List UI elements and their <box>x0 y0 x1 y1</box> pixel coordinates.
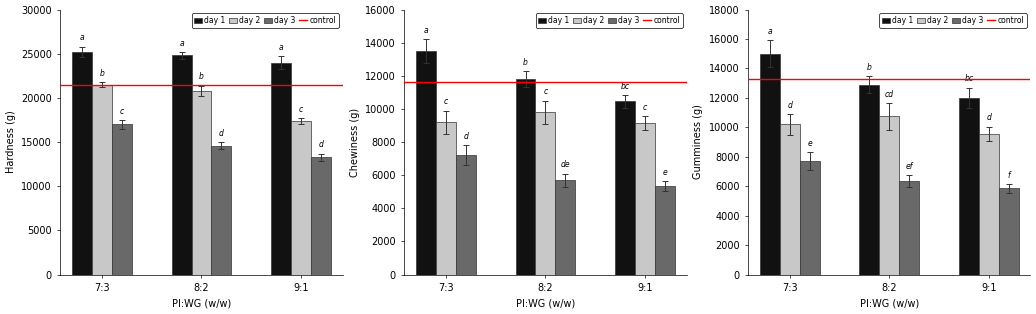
Text: d: d <box>787 101 793 110</box>
Bar <box>291 121 311 274</box>
Bar <box>780 124 800 274</box>
Legend: day 1, day 2, day 3, control: day 1, day 2, day 3, control <box>880 14 1027 28</box>
Text: b: b <box>867 62 872 72</box>
Bar <box>860 85 880 274</box>
Bar <box>271 62 291 274</box>
Text: e: e <box>662 168 667 177</box>
Text: e: e <box>807 139 812 148</box>
Bar <box>880 116 899 274</box>
X-axis label: PI:WG (w/w): PI:WG (w/w) <box>172 298 231 308</box>
Text: b: b <box>199 72 204 81</box>
Text: b: b <box>99 69 105 78</box>
Bar <box>73 52 92 274</box>
Text: a: a <box>80 33 85 42</box>
Y-axis label: Hardness (g): Hardness (g) <box>5 111 16 173</box>
Bar <box>172 56 192 274</box>
Text: c: c <box>642 103 646 112</box>
Bar <box>436 122 456 274</box>
Text: d: d <box>463 132 468 141</box>
Text: a: a <box>279 43 283 52</box>
Legend: day 1, day 2, day 3, control: day 1, day 2, day 3, control <box>192 14 339 28</box>
Bar <box>615 101 635 274</box>
Bar <box>655 186 674 274</box>
Bar <box>555 180 575 274</box>
Text: c: c <box>120 107 124 116</box>
Text: d: d <box>986 113 991 122</box>
X-axis label: PI:WG (w/w): PI:WG (w/w) <box>516 298 575 308</box>
Text: a: a <box>768 27 772 36</box>
Bar <box>211 146 231 274</box>
Bar <box>760 54 780 274</box>
Y-axis label: Gumminess (g): Gumminess (g) <box>693 105 703 180</box>
Bar <box>456 155 476 274</box>
Text: c: c <box>298 105 303 114</box>
Text: c: c <box>443 97 449 106</box>
Bar <box>516 79 536 274</box>
Y-axis label: Chewiness (g): Chewiness (g) <box>349 107 359 176</box>
Text: bc: bc <box>965 74 974 83</box>
Text: a: a <box>179 39 184 48</box>
Bar <box>536 112 555 274</box>
Text: cd: cd <box>885 90 894 99</box>
Text: f: f <box>1007 171 1010 180</box>
Text: c: c <box>543 87 547 96</box>
Bar <box>311 157 330 274</box>
Bar <box>112 124 132 274</box>
Bar <box>92 85 112 274</box>
Text: bc: bc <box>621 82 630 91</box>
Bar <box>416 51 436 274</box>
Bar <box>979 134 999 274</box>
Bar <box>800 161 819 274</box>
Bar <box>635 123 655 274</box>
Bar <box>999 188 1018 274</box>
Legend: day 1, day 2, day 3, control: day 1, day 2, day 3, control <box>536 14 683 28</box>
Bar <box>959 98 979 274</box>
Text: a: a <box>424 26 429 35</box>
Text: ef: ef <box>905 162 913 171</box>
X-axis label: PI:WG (w/w): PI:WG (w/w) <box>860 298 919 308</box>
Text: de: de <box>560 160 570 169</box>
Bar <box>192 91 211 274</box>
Text: b: b <box>523 57 528 67</box>
Text: d: d <box>219 129 224 138</box>
Text: d: d <box>318 140 323 149</box>
Bar <box>899 181 919 274</box>
